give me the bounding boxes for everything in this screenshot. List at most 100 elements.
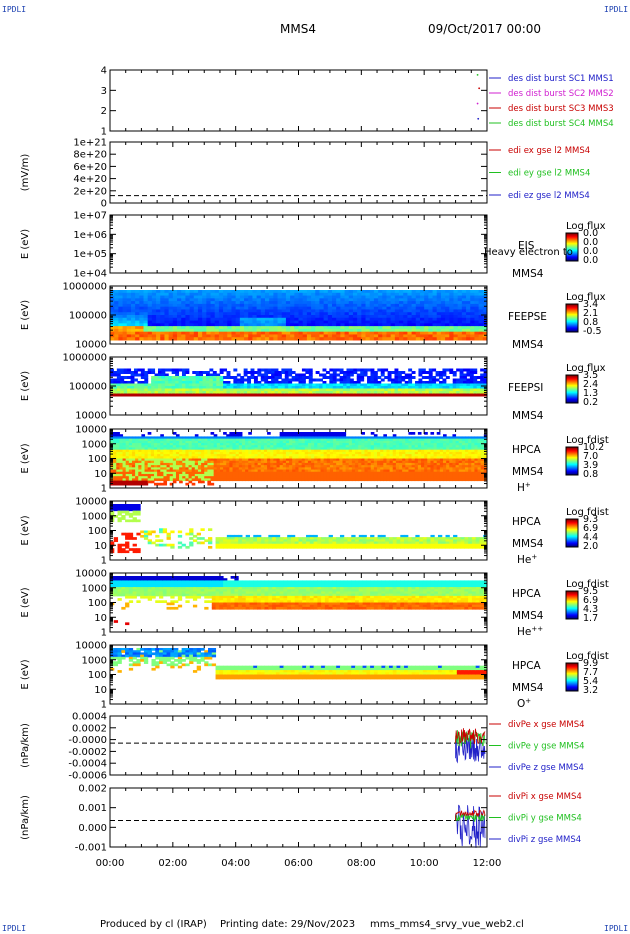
spectrogram-cell <box>267 388 272 392</box>
spectrogram-cell <box>480 368 485 372</box>
spectrogram-cell <box>373 317 379 322</box>
spectrogram-cell <box>219 440 224 444</box>
spectrogram-cell <box>185 368 190 372</box>
spectrogram-cell <box>172 467 177 471</box>
spectrogram-cell <box>140 386 145 389</box>
spectrogram-cell <box>449 323 454 327</box>
spectrogram-cell <box>135 334 140 338</box>
spectrogram-cell <box>301 473 306 477</box>
spectrogram-cell <box>365 290 371 294</box>
spectrogram-cell <box>301 460 306 464</box>
spectrogram-cell <box>457 309 463 313</box>
spectrogram-cell <box>432 317 438 322</box>
spectrogram-cell <box>295 447 299 451</box>
spectrogram-cell <box>197 443 202 446</box>
colorbar-tick-label: 3.5 <box>583 370 598 381</box>
spectrogram-cell <box>469 383 474 387</box>
spectrogram-cell <box>122 467 127 471</box>
spectrogram-cell <box>281 393 286 397</box>
spectrogram-cell <box>207 456 212 459</box>
spectrogram-cell <box>248 473 252 477</box>
spectrogram-cell <box>290 306 295 310</box>
spectrogram-cell <box>361 454 365 457</box>
spectrogram-cell <box>295 471 299 475</box>
spectrogram-cell <box>285 320 291 324</box>
spectrogram-cell <box>279 447 284 451</box>
spectrogram-cell <box>193 328 199 333</box>
spectrogram-cell <box>147 309 153 313</box>
spectrogram-cell <box>131 465 136 468</box>
colorbar-cell <box>566 234 578 236</box>
spectrogram-cell <box>390 337 396 341</box>
spectrogram-cell <box>226 371 231 374</box>
spectrogram-cell <box>432 306 438 310</box>
spectrogram-cell <box>459 386 464 389</box>
spectrogram-cell <box>339 469 343 473</box>
spectrogram-cell <box>189 326 195 330</box>
spectrogram-cell <box>119 447 124 451</box>
spectrogram-cell <box>219 447 224 451</box>
spectrogram-cell <box>199 376 204 379</box>
spectrogram-cell <box>209 393 214 397</box>
spectrogram-cell <box>216 473 221 477</box>
spectrogram-cell <box>151 298 157 302</box>
spectrogram-cell <box>480 388 485 392</box>
spectrogram-cell <box>367 388 371 392</box>
spectrogram-cell <box>290 337 295 341</box>
spectrogram-cell <box>319 298 325 302</box>
spectrogram-cell <box>345 451 350 455</box>
spectrogram-cell <box>320 451 325 455</box>
spectrogram-cell <box>226 447 230 451</box>
spectrogram-cell <box>315 334 320 338</box>
spectrogram-cell <box>135 460 139 464</box>
spectrogram-cell <box>197 480 202 484</box>
spectrogram-cell <box>271 386 276 389</box>
spectrogram-cell <box>251 436 256 440</box>
spectrogram-cell <box>260 378 265 382</box>
spectrogram-cell <box>131 471 136 475</box>
colorbar-cell <box>566 384 578 386</box>
spectrogram-cell <box>125 451 130 455</box>
spectrogram-cell <box>194 445 199 448</box>
spectrogram-cell <box>229 449 234 453</box>
spectrogram-cell <box>210 320 216 324</box>
spectrogram-cell <box>436 315 442 319</box>
spectrogram-cell <box>210 290 216 294</box>
spectrogram-cell <box>390 312 396 316</box>
spectrogram-cell <box>118 326 124 330</box>
spectrogram-cell <box>113 386 118 389</box>
spectrogram-cell <box>201 436 205 440</box>
spectrogram-cell <box>199 373 204 377</box>
spectrogram-cell <box>226 478 230 482</box>
spectrogram-cell <box>206 295 212 299</box>
spectrogram-cell <box>315 386 320 389</box>
spectrogram-cell <box>298 445 303 448</box>
spectrogram-cell <box>113 462 117 466</box>
spectrogram-cell <box>394 326 400 330</box>
spectrogram-cell <box>440 326 446 330</box>
spectrogram-cell <box>323 458 328 462</box>
spectrogram-cell <box>380 391 385 394</box>
spectrogram-cell <box>154 381 159 384</box>
spectrogram-cell <box>232 434 237 437</box>
spectrogram-cell <box>138 480 142 484</box>
spectrogram-cell <box>138 467 142 471</box>
spectrogram-cell <box>445 301 450 305</box>
spectrogram-cell <box>323 312 329 316</box>
spectrogram-cell <box>425 376 430 379</box>
y-tick-label: 1e+05 <box>73 249 107 260</box>
spectrogram-cell <box>428 292 434 297</box>
spectrogram-cell <box>355 436 359 440</box>
spectrogram-cell <box>373 383 378 387</box>
spectrogram-cell <box>127 371 132 374</box>
spectrogram-cell <box>317 438 321 442</box>
spectrogram-cell <box>440 306 446 310</box>
spectrogram-cell <box>428 309 434 313</box>
spectrogram-cell <box>226 386 231 389</box>
spectrogram-cell <box>188 449 193 453</box>
spectrogram-cell <box>157 381 162 384</box>
spectrogram-cell <box>353 393 358 397</box>
spectrogram-cell <box>182 443 186 446</box>
spectrogram-cell <box>212 391 217 394</box>
spectrogram-cell <box>182 436 186 440</box>
